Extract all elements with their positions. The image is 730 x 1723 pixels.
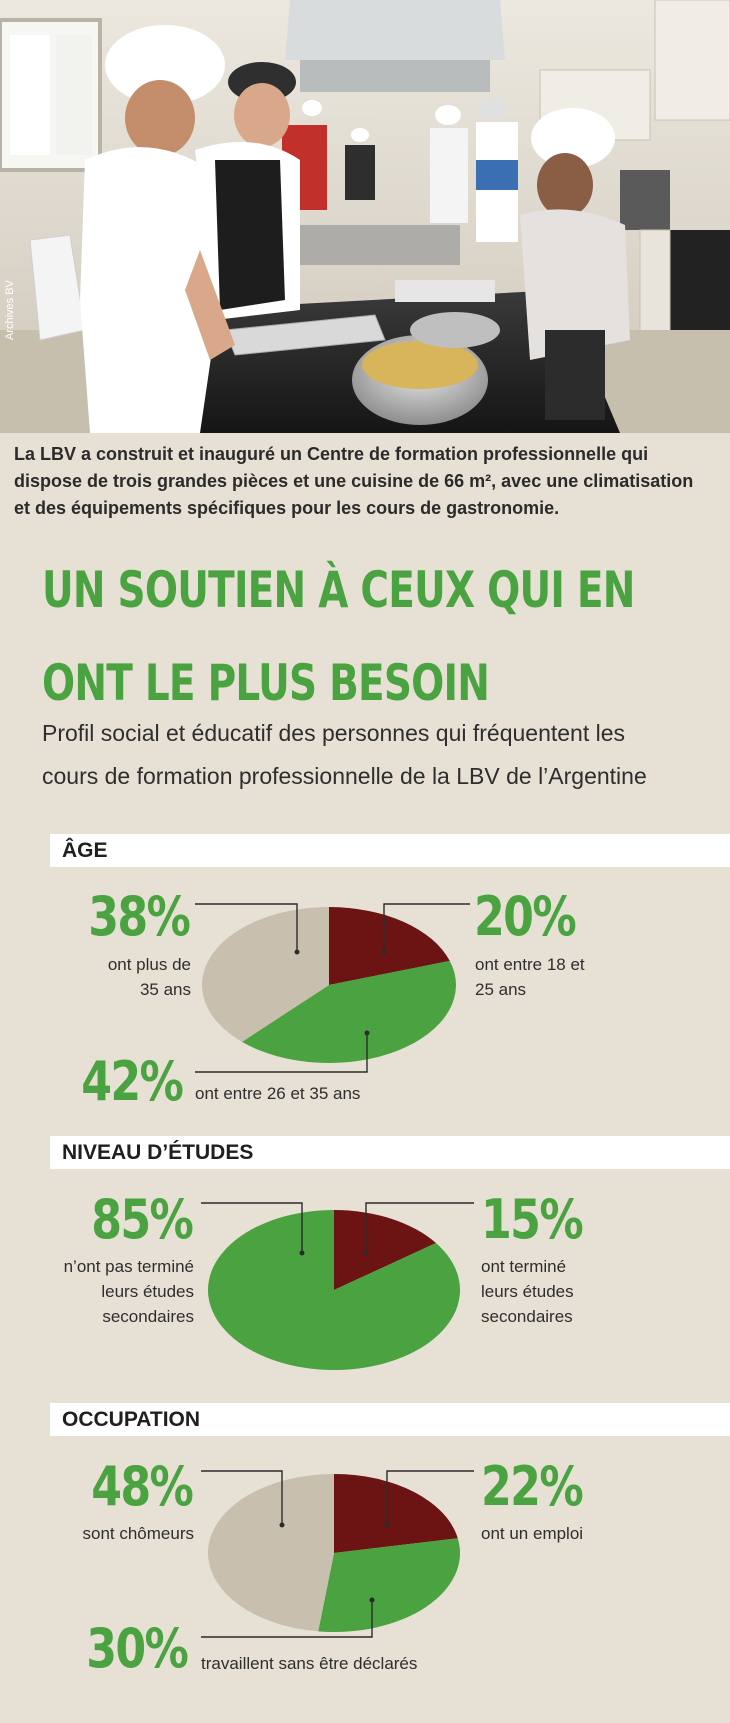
title-line: ONT LE PLUS BESOIN xyxy=(42,654,490,712)
pct-label-15: 15% xyxy=(481,1188,584,1251)
pie-etudes xyxy=(207,1210,460,1370)
leader-line xyxy=(383,903,470,952)
leader-dot xyxy=(279,1522,285,1528)
pie-slice-48 xyxy=(207,1474,334,1632)
leader-dot xyxy=(294,949,300,955)
section-title-occupation: OCCUPATION xyxy=(62,1408,201,1431)
section-title-age: ÂGE xyxy=(62,839,108,862)
section-header-occupation: OCCUPATION xyxy=(0,1403,730,1436)
title-line: UN SOUTIEN À CEUX QUI EN xyxy=(42,561,635,619)
page-title: UN SOUTIEN À CEUX QUI EN ONT LE PLUS BES… xyxy=(42,544,728,730)
leader-line xyxy=(195,903,298,952)
leader-dot xyxy=(363,1250,369,1256)
pct-label-20: 20% xyxy=(474,885,577,948)
pct-label-48: 48% xyxy=(90,1455,194,1518)
desc-15: ont terminé leurs études secondaires xyxy=(481,1254,574,1329)
desc-line: n’ont pas terminé xyxy=(63,1257,194,1276)
leader-lines xyxy=(195,903,474,1638)
kitchen-photo xyxy=(0,0,730,433)
section-header-accent xyxy=(0,1136,50,1169)
pie-slice-20 xyxy=(329,907,450,985)
desc-20: ont entre 18 et 25 ans xyxy=(475,952,585,1002)
pct-label-85: 85% xyxy=(90,1188,194,1251)
section-header-accent xyxy=(0,1403,50,1436)
pie-occupation xyxy=(207,1474,461,1632)
leader-line xyxy=(365,1202,474,1253)
caption-line: La LBV a construit et inauguré un Centre… xyxy=(14,444,649,464)
leader-line xyxy=(201,1470,283,1525)
leader-line xyxy=(195,1033,368,1073)
desc-38: ont plus de 35 ans xyxy=(108,952,191,1002)
pie-slice-85 xyxy=(207,1210,460,1370)
desc-line: leurs études xyxy=(481,1282,574,1301)
leader-line xyxy=(201,1600,373,1638)
pie-slice-22 xyxy=(334,1474,458,1553)
desc-line: leurs études xyxy=(101,1282,194,1301)
leader-dot xyxy=(364,1030,370,1036)
leader-dot xyxy=(369,1597,375,1603)
section-header-accent xyxy=(0,834,50,867)
desc-line: 25 ans xyxy=(475,980,527,999)
pie-slice-30 xyxy=(318,1538,461,1632)
subtitle-line: Profil social et éducatif des personnes … xyxy=(42,720,626,746)
desc-line: secondaires xyxy=(102,1307,194,1326)
leader-line xyxy=(201,1202,303,1253)
desc-30: travaillent sans être déclarés xyxy=(201,1654,418,1673)
pie-slice-15 xyxy=(334,1210,436,1290)
desc-48: sont chômeurs xyxy=(82,1524,195,1543)
caption-line: et des équipements spécifiques pour les … xyxy=(14,498,560,518)
leader-line xyxy=(386,1470,474,1525)
section-title-etudes: NIVEAU D’ÉTUDES xyxy=(62,1141,254,1164)
pct-label-30: 30% xyxy=(85,1617,189,1680)
section-header-age: ÂGE xyxy=(0,834,730,867)
desc-line: ont entre 18 et xyxy=(475,955,585,974)
leader-dot xyxy=(299,1250,305,1256)
desc-85: n’ont pas terminé leurs études secondair… xyxy=(64,1254,194,1329)
desc-line: secondaires xyxy=(481,1307,573,1326)
pct-label-22: 22% xyxy=(481,1455,584,1518)
page-subtitle: Profil social et éducatif des personnes … xyxy=(42,712,722,798)
subtitle-line: cours de formation professionnelle de la… xyxy=(42,763,647,789)
desc-42: ont entre 26 et 35 ans xyxy=(195,1084,361,1103)
desc-line: 35 ans xyxy=(139,980,191,999)
desc-line: ont terminé xyxy=(481,1257,567,1276)
leader-dot xyxy=(381,949,387,955)
photo-caption: La LBV a construit et inauguré un Centre… xyxy=(14,441,720,522)
desc-22: ont un emploi xyxy=(481,1524,584,1543)
section-header-etudes: NIVEAU D’ÉTUDES xyxy=(0,1136,730,1169)
pct-label-42: 42% xyxy=(80,1050,184,1113)
caption-line: dispose de trois grandes pièces et une c… xyxy=(14,471,694,491)
pct-label-38: 38% xyxy=(87,885,191,948)
desc-line: ont plus de xyxy=(107,955,191,974)
pie-slice-42 xyxy=(242,960,456,1063)
pie-age xyxy=(202,907,456,1063)
leader-dot xyxy=(384,1522,390,1528)
